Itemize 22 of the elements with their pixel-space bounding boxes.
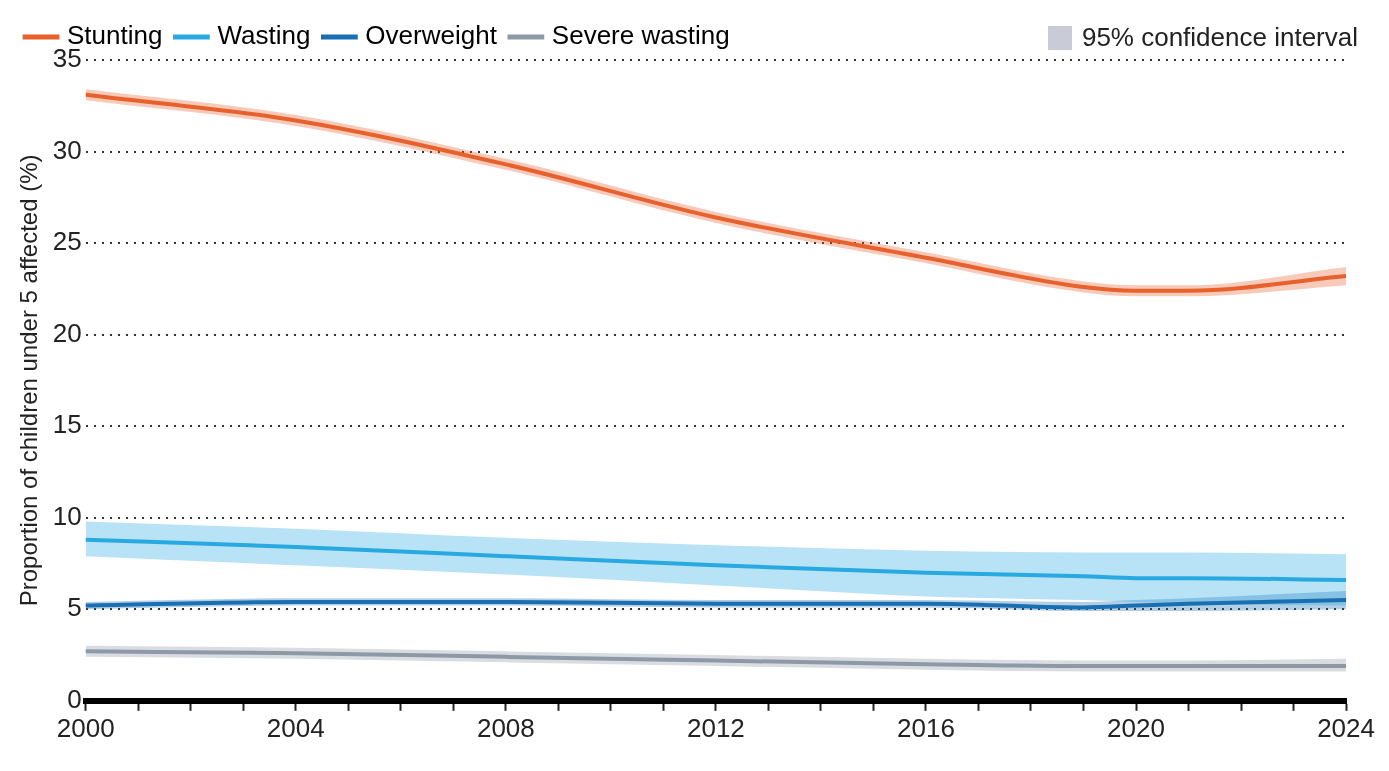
y-tick-label: 25 — [52, 226, 82, 257]
x-tick-label: 2004 — [266, 712, 325, 743]
legend-label: Overweight — [365, 20, 498, 51]
x-tick-label: 2020 — [1107, 712, 1165, 743]
line-series — [85, 537, 1347, 582]
x-tick-label: 2000 — [56, 712, 115, 743]
y-tick-label: 10 — [52, 500, 82, 531]
legend-label: Wasting — [217, 20, 311, 51]
legend-label: Severe wasting — [551, 20, 730, 51]
y-tick-label: 0 — [67, 683, 82, 714]
y-tick-label: 15 — [52, 409, 82, 440]
y-tick-label: 30 — [52, 134, 82, 165]
y-tick-label: 35 — [52, 43, 82, 74]
y-tick-label: 20 — [52, 317, 82, 348]
x-tick-label: 2012 — [686, 712, 745, 743]
x-tick-label: 2024 — [1317, 712, 1375, 743]
y-axis-title: Proportion of children under 5 affected (%) — [15, 154, 43, 607]
line-series — [85, 598, 1347, 610]
text: 95% confidence interval — [1081, 22, 1358, 53]
y-tick-label: 5 — [67, 592, 82, 623]
x-tick-label: 2016 — [897, 712, 955, 743]
x-tick-label: 2008 — [476, 712, 535, 743]
